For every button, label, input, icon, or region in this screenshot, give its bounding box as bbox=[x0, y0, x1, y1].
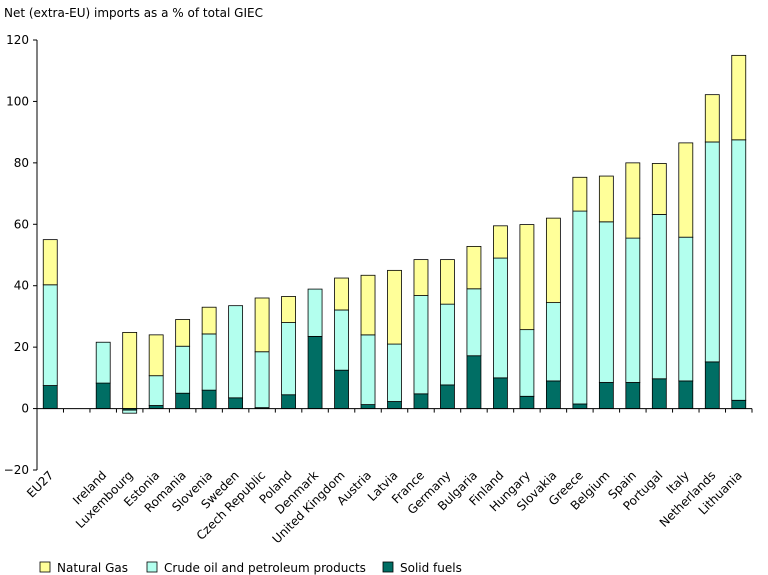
legend-item-crude-oil-and-petroleum-products: Crude oil and petroleum products bbox=[146, 561, 366, 575]
bar-romania-solid-fuels bbox=[175, 392, 191, 409]
bar-czech-republic-crude-oil-and-petroleum-products bbox=[254, 351, 270, 409]
bar-denmark-crude-oil-and-petroleum-products bbox=[307, 288, 323, 337]
bar-denmark-solid-fuels bbox=[307, 335, 323, 409]
bar-estonia-natural-gas bbox=[148, 334, 164, 377]
bar-germany-solid-fuels bbox=[440, 384, 455, 409]
bar-france-solid-fuels bbox=[413, 393, 429, 409]
bar-greece-solid-fuels bbox=[572, 403, 588, 409]
bar-poland-crude-oil-and-petroleum-products bbox=[281, 322, 296, 396]
bar-slovakia-crude-oil-and-petroleum-products bbox=[545, 302, 561, 382]
bar-germany-crude-oil-and-petroleum-products bbox=[440, 303, 455, 386]
bar-slovakia-natural-gas bbox=[545, 217, 561, 303]
legend-label: Natural Gas bbox=[57, 561, 128, 575]
bar-greece-crude-oil-and-petroleum-products bbox=[572, 210, 588, 405]
bar-france-natural-gas bbox=[413, 259, 429, 296]
bar-bulgaria-natural-gas bbox=[466, 245, 482, 290]
bar-latvia-crude-oil-and-petroleum-products bbox=[387, 343, 402, 402]
bar-estonia-crude-oil-and-petroleum-products bbox=[148, 375, 164, 406]
bar-sweden-solid-fuels bbox=[228, 397, 244, 409]
bar-luxembourg-natural-gas bbox=[122, 331, 138, 409]
bar-belgium-natural-gas bbox=[598, 175, 614, 223]
bar-spain-crude-oil-and-petroleum-products bbox=[625, 237, 641, 383]
bar-austria-crude-oil-and-petroleum-products bbox=[360, 334, 376, 405]
bar-slovakia-solid-fuels bbox=[545, 380, 561, 409]
bar-italy-solid-fuels bbox=[678, 380, 694, 409]
bar-hungary-natural-gas bbox=[519, 224, 535, 331]
bar-romania-crude-oil-and-petroleum-products bbox=[175, 345, 191, 394]
bar-france-crude-oil-and-petroleum-products bbox=[413, 295, 429, 395]
bar-hungary-crude-oil-and-petroleum-products bbox=[519, 329, 535, 397]
y-tick-labels: −20 0 20 40 60 80 100 120 bbox=[4, 33, 29, 477]
y-tick-label: −20 bbox=[4, 463, 29, 477]
legend-item-natural-gas: Natural Gas bbox=[39, 561, 128, 575]
legend-label: Solid fuels bbox=[400, 561, 462, 575]
legend-label: Crude oil and petroleum products bbox=[164, 561, 366, 575]
bar-portugal-natural-gas bbox=[651, 163, 667, 215]
bar-sweden-crude-oil-and-petroleum-products bbox=[228, 305, 244, 399]
bar-eu27-crude-oil-and-petroleum-products bbox=[42, 284, 58, 386]
bar-spain-natural-gas bbox=[625, 162, 641, 239]
bar-hungary-solid-fuels bbox=[519, 395, 535, 409]
bar-portugal-crude-oil-and-petroleum-products bbox=[651, 214, 667, 380]
y-tick-label: 0 bbox=[21, 402, 29, 416]
bar-netherlands-crude-oil-and-petroleum-products bbox=[704, 141, 720, 363]
legend-swatch bbox=[146, 561, 158, 573]
bar-lithuania-solid-fuels bbox=[731, 399, 747, 409]
bar-finland-crude-oil-and-petroleum-products bbox=[493, 257, 508, 379]
bar-spain-solid-fuels bbox=[625, 382, 641, 409]
bar-united-kingdom-solid-fuels bbox=[334, 369, 349, 409]
legend: Natural Gas Crude oil and petroleum produ… bbox=[39, 561, 462, 575]
bar-latvia-solid-fuels bbox=[387, 401, 402, 409]
bar-ireland-crude-oil-and-petroleum-products bbox=[95, 341, 111, 384]
bar-ireland-solid-fuels bbox=[95, 382, 111, 409]
bar-slovenia-crude-oil-and-petroleum-products bbox=[201, 333, 217, 391]
bar-eu27-natural-gas bbox=[42, 239, 58, 286]
bar-poland-natural-gas bbox=[281, 296, 296, 323]
bar-poland-solid-fuels bbox=[281, 394, 296, 409]
y-tick-label: 120 bbox=[6, 33, 29, 47]
bar-finland-natural-gas bbox=[493, 225, 508, 259]
axes-layer bbox=[33, 39, 753, 471]
bar-netherlands-solid-fuels bbox=[704, 361, 720, 409]
legend-swatch bbox=[39, 561, 51, 573]
bar-italy-natural-gas bbox=[678, 142, 694, 238]
bar-slovenia-solid-fuels bbox=[201, 389, 217, 409]
y-tick-label: 20 bbox=[14, 340, 29, 354]
bar-bulgaria-crude-oil-and-petroleum-products bbox=[466, 288, 482, 357]
x-tick-labels: EU27 IrelandLuxembourgEstoniaRomaniaSlove… bbox=[24, 468, 745, 546]
bar-lithuania-crude-oil-and-petroleum-products bbox=[731, 139, 747, 401]
bar-finland-solid-fuels bbox=[493, 377, 508, 409]
y-tick-label: 80 bbox=[14, 156, 29, 170]
bar-portugal-solid-fuels bbox=[651, 378, 667, 409]
bar-netherlands-natural-gas bbox=[704, 94, 720, 143]
bar-bulgaria-solid-fuels bbox=[466, 355, 482, 409]
bar-united-kingdom-crude-oil-and-petroleum-products bbox=[334, 309, 349, 371]
bar-austria-solid-fuels bbox=[360, 404, 376, 409]
bar-slovenia-natural-gas bbox=[201, 306, 217, 335]
y-tick-label: 100 bbox=[6, 94, 29, 108]
y-tick-label: 60 bbox=[14, 217, 29, 231]
chart-title: Net (extra-EU) imports as a % of total G… bbox=[4, 6, 263, 20]
bar-latvia-natural-gas bbox=[387, 269, 402, 345]
bars-layer bbox=[42, 54, 747, 414]
bar-lithuania-natural-gas bbox=[731, 54, 747, 141]
bar-czech-republic-natural-gas bbox=[254, 297, 270, 353]
legend-item-solid-fuels: Solid fuels bbox=[382, 561, 462, 575]
bar-eu27-solid-fuels bbox=[42, 385, 58, 409]
bar-luxembourg-crude-oil-and-petroleum-products bbox=[122, 409, 138, 414]
y-tick-label: 40 bbox=[14, 279, 29, 293]
bar-belgium-solid-fuels bbox=[598, 382, 614, 409]
legend-swatch bbox=[382, 561, 394, 573]
bar-belgium-crude-oil-and-petroleum-products bbox=[598, 221, 614, 383]
bar-germany-natural-gas bbox=[440, 259, 455, 305]
bar-italy-crude-oil-and-petroleum-products bbox=[678, 236, 694, 382]
bar-greece-natural-gas bbox=[572, 176, 588, 212]
bar-romania-natural-gas bbox=[175, 319, 191, 347]
bar-austria-natural-gas bbox=[360, 274, 376, 336]
bar-united-kingdom-natural-gas bbox=[334, 277, 349, 311]
